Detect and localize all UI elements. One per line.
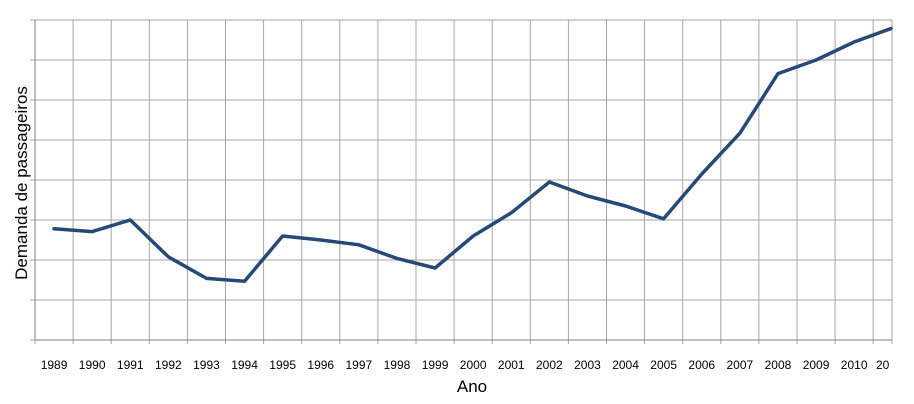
x-tick-label: 1993: [193, 358, 220, 372]
x-tick-label: 2009: [803, 358, 830, 372]
x-tick-label: 1995: [269, 358, 296, 372]
series-group: [52, 26, 893, 283]
x-tick-label: 1998: [384, 358, 411, 372]
x-tick-label: 2000: [460, 358, 487, 372]
x-tick-label: 1996: [307, 358, 334, 372]
x-tick-label: 2005: [650, 358, 677, 372]
x-tick-label: 1999: [422, 358, 449, 372]
x-tick-label: 1994: [231, 358, 258, 372]
y-axis-title: Demanda de passageiros: [12, 86, 31, 280]
axes: [34, 20, 892, 341]
x-tick-label: 2006: [688, 358, 715, 372]
x-tick-label: 1992: [155, 358, 182, 372]
x-tick-label: 2001: [498, 358, 525, 372]
x-axis-title: Ano: [457, 377, 487, 396]
x-tick-label: 1997: [345, 358, 372, 372]
x-tick-label: 2002: [536, 358, 563, 372]
x-tick-label: 2004: [612, 358, 639, 372]
grid-lines: [30, 19, 893, 344]
x-tick-label: 1989: [41, 358, 68, 372]
x-tick-label: 2003: [574, 358, 601, 372]
x-tick-label: 2008: [765, 358, 792, 372]
x-tick-label: 2007: [726, 358, 753, 372]
x-tick-label: 2010: [841, 358, 868, 372]
x-tick-label: 1990: [79, 358, 106, 372]
series-line: [52, 26, 893, 283]
x-tick-label: 20: [876, 358, 890, 372]
x-tick-label: 1991: [117, 358, 144, 372]
x-tick-labels: 1989 1990 1991 1992 1993 1994 1995 1996 1997 1998…: [41, 358, 890, 372]
